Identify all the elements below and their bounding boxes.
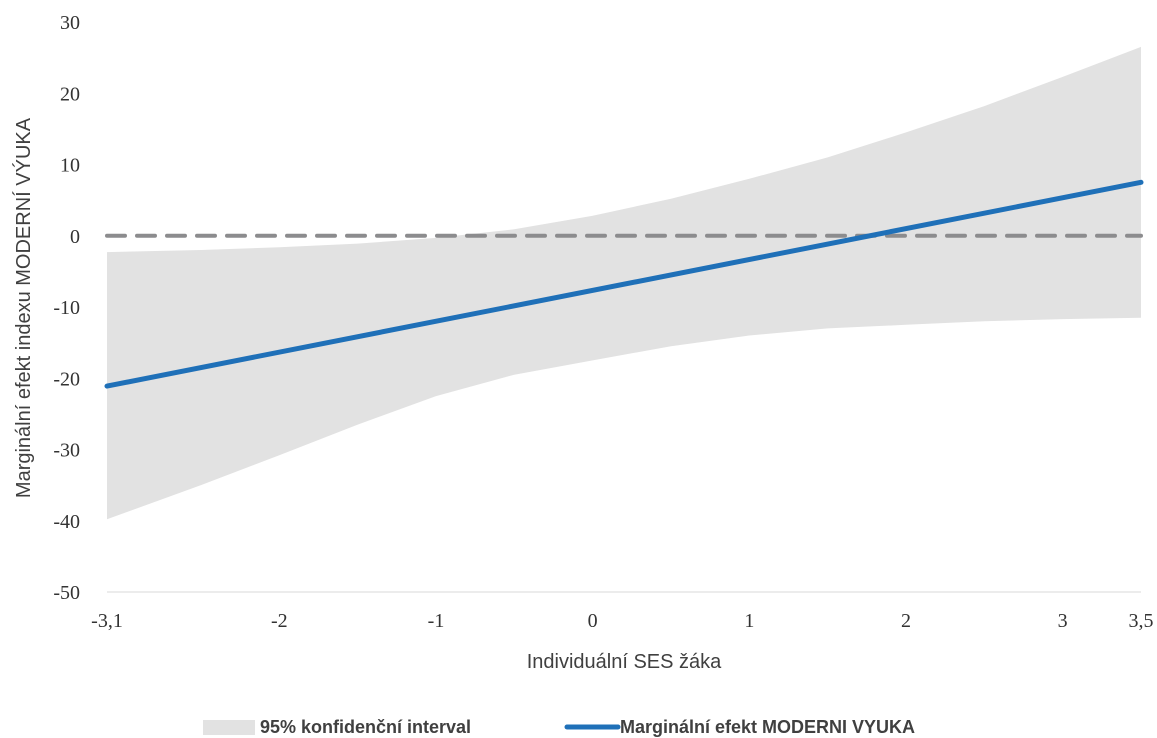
y-tick-label: 0 — [70, 226, 80, 248]
y-tick-label: -40 — [53, 511, 80, 533]
y-tick-label: -50 — [53, 582, 80, 604]
marginal-effect-line — [104, 179, 1144, 389]
x-tick-label: 1 — [744, 610, 754, 632]
y-axis-title: Marginální efekt indexu MODERNÍ VÝUKA — [12, 117, 35, 498]
x-tick-label: -2 — [271, 610, 288, 632]
x-tick-label: 2 — [901, 610, 911, 632]
legend-band-swatch — [203, 720, 255, 735]
y-tick-label: 30 — [60, 12, 80, 34]
x-axis-title: Individuální SES žáka — [527, 651, 722, 673]
y-tick-label: -10 — [53, 297, 80, 319]
legend-line-label: Marginální efekt MODERNI VYUKA — [620, 717, 915, 737]
x-tick-label: -3,1 — [91, 610, 123, 632]
y-tick-label: -30 — [53, 440, 80, 462]
x-tick-label: 0 — [588, 610, 598, 632]
x-tick-label: 3,5 — [1129, 610, 1154, 632]
y-tick-label: 10 — [60, 155, 80, 177]
y-tick-label: -20 — [53, 368, 80, 390]
legend: 95% konfidenční interval Marginální efek… — [203, 717, 915, 737]
y-tick-label: 20 — [60, 83, 80, 105]
x-tick-labels: -3,1 -2 -1 0 1 2 3 3,5 — [91, 610, 1153, 632]
x-tick-label: -1 — [428, 610, 445, 632]
plot-area — [104, 46, 1144, 593]
y-tick-labels: 30 20 10 0 -10 -20 -30 -40 -50 — [53, 12, 80, 604]
x-tick-label: 3 — [1058, 610, 1068, 632]
legend-band-label: 95% konfidenční interval — [260, 717, 471, 737]
